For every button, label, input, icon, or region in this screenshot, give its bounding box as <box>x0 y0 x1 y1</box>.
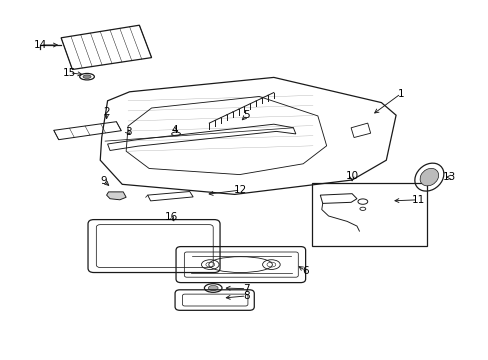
Polygon shape <box>106 192 126 200</box>
Ellipse shape <box>83 75 91 78</box>
Text: 15: 15 <box>62 68 76 78</box>
Text: 5: 5 <box>243 110 250 120</box>
Text: 3: 3 <box>124 127 131 138</box>
Text: 9: 9 <box>100 176 107 186</box>
Text: 11: 11 <box>410 195 424 205</box>
Ellipse shape <box>208 285 218 291</box>
Text: 16: 16 <box>164 212 178 222</box>
Text: 10: 10 <box>345 171 358 181</box>
Ellipse shape <box>419 168 438 186</box>
Text: 7: 7 <box>243 284 249 294</box>
Text: 14: 14 <box>33 40 47 50</box>
Text: 1: 1 <box>397 89 404 99</box>
Text: 8: 8 <box>243 291 249 301</box>
Text: 12: 12 <box>233 185 247 195</box>
Text: 2: 2 <box>103 107 110 117</box>
Text: 13: 13 <box>442 172 456 182</box>
Text: 6: 6 <box>302 266 308 276</box>
Text: 4: 4 <box>171 125 178 135</box>
